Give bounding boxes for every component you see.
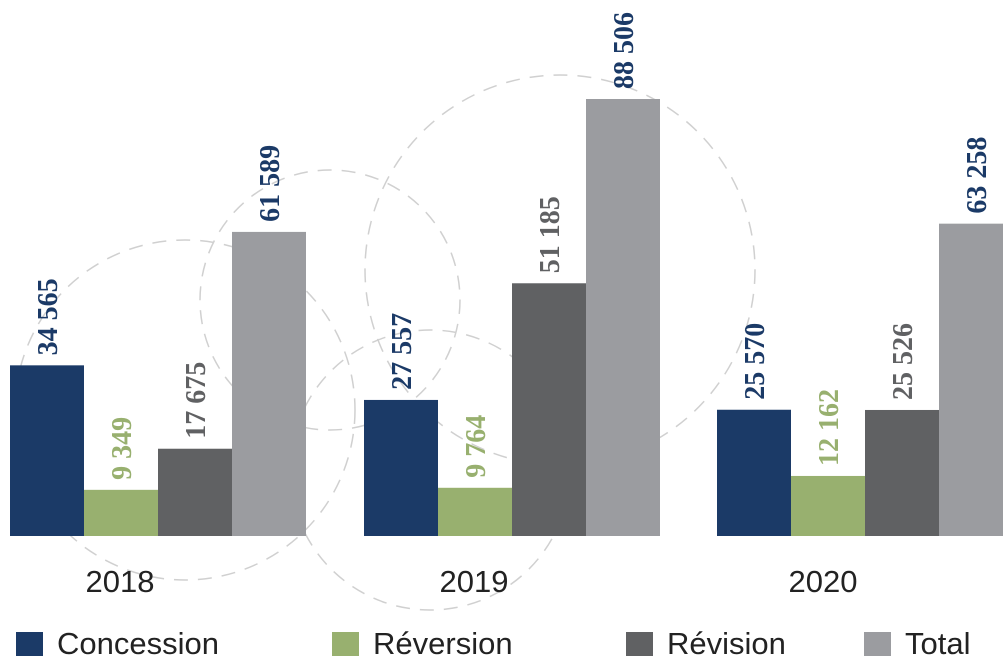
value-label-revision-2018: 17 675 [181,362,212,439]
legend-item-revision: Révision [626,628,786,659]
value-labels-layer: 34 565 9 349 17 675 61 589 27 557 9 764 51 185… [33,12,993,480]
legend-swatch-concession [16,631,43,656]
x-tick-label-2019: 2019 [440,564,509,599]
value-label-revision-2020: 25 526 [888,323,919,400]
bar-total-2020 [939,223,1003,536]
bar-reversion-2020 [791,475,865,536]
bar-total-2019 [586,99,660,536]
value-label-concession-2019: 27 557 [387,313,418,390]
bar-revision-2019 [512,283,586,536]
bar-revision-2018 [158,448,232,536]
bar-concession-2020 [717,409,791,536]
value-label-reversion-2018: 9 349 [107,417,138,480]
legend-label-concession: Concession [57,626,219,661]
legend-label-reversion: Réversion [373,626,513,661]
x-axis-labels: 2018 2019 2020 [86,564,858,599]
value-label-total-2019: 88 506 [609,12,640,89]
legend-item-total: Total [864,628,970,659]
value-label-revision-2019: 51 185 [535,196,566,273]
bar-reversion-2019 [438,487,512,536]
value-label-total-2018: 61 589 [255,145,286,222]
value-label-concession-2018: 34 565 [33,278,64,355]
legend: Concession Réversion Révision Total [0,620,1003,663]
x-tick-label-2020: 2020 [789,564,858,599]
legend-swatch-revision [626,631,653,656]
bar-concession-2018 [10,365,84,536]
legend-item-concession: Concession [16,628,219,659]
value-label-reversion-2020: 12 162 [814,389,845,466]
legend-label-revision: Révision [667,626,786,661]
bars-layer [10,99,1003,536]
legend-item-reversion: Réversion [332,628,513,659]
value-label-concession-2020: 25 570 [740,323,771,400]
x-tick-label-2018: 2018 [86,564,155,599]
bar-reversion-2018 [84,489,158,536]
bar-total-2018 [232,231,306,536]
legend-label-total: Total [905,626,971,661]
legend-swatch-reversion [332,631,359,656]
bar-revision-2020 [865,409,939,536]
value-label-reversion-2019: 9 764 [461,415,492,478]
bar-concession-2019 [364,399,438,536]
legend-swatch-total [864,631,891,656]
value-label-total-2020: 63 258 [962,137,993,214]
